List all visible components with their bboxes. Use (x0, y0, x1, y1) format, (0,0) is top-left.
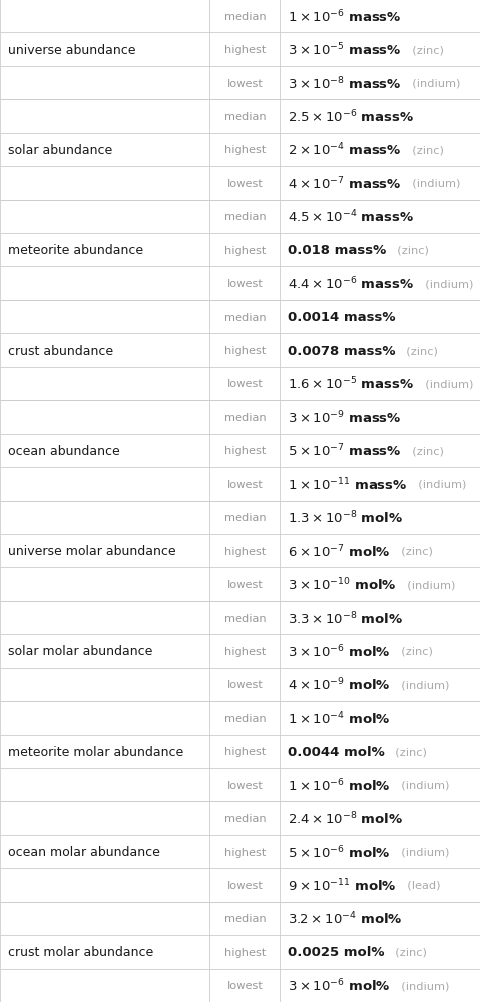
Text: highest: highest (223, 546, 265, 556)
Text: $3.2\times10^{-4}$ mol%: $3.2\times10^{-4}$ mol% (288, 910, 402, 927)
Text: (indium): (indium) (410, 479, 465, 489)
Text: crust abundance: crust abundance (8, 345, 113, 357)
Text: (zinc): (zinc) (389, 245, 428, 256)
Text: (zinc): (zinc) (393, 646, 432, 656)
Text: $9\times10^{-11}$ mol%: $9\times10^{-11}$ mol% (288, 877, 396, 894)
Text: ocean molar abundance: ocean molar abundance (8, 846, 159, 858)
Text: (zinc): (zinc) (404, 446, 443, 456)
Text: lowest: lowest (226, 679, 263, 689)
Text: ocean abundance: ocean abundance (8, 445, 120, 457)
Text: (indium): (indium) (393, 780, 448, 790)
Text: $3\times10^{-9}$ mass%: $3\times10^{-9}$ mass% (288, 409, 401, 426)
Text: $3\times10^{-5}$ mass%: $3\times10^{-5}$ mass% (288, 42, 401, 58)
Text: solar abundance: solar abundance (8, 144, 112, 156)
Text: median: median (223, 914, 265, 924)
Text: meteorite abundance: meteorite abundance (8, 244, 143, 257)
Text: $4\times10^{-9}$ mol%: $4\times10^{-9}$ mol% (288, 676, 390, 693)
Text: $2.4\times10^{-8}$ mol%: $2.4\times10^{-8}$ mol% (288, 810, 403, 827)
Text: (indium): (indium) (404, 78, 459, 88)
Text: $3\times10^{-10}$ mol%: $3\times10^{-10}$ mol% (288, 576, 396, 593)
Text: (indium): (indium) (393, 679, 448, 689)
Text: universe molar abundance: universe molar abundance (8, 545, 175, 557)
Text: 0.0014 mass%: 0.0014 mass% (288, 311, 395, 324)
Text: $4\times10^{-7}$ mass%: $4\times10^{-7}$ mass% (288, 175, 401, 192)
Text: $1.6\times10^{-5}$ mass%: $1.6\times10^{-5}$ mass% (288, 376, 414, 393)
Text: $1\times10^{-6}$ mol%: $1\times10^{-6}$ mol% (288, 777, 390, 794)
Text: highest: highest (223, 947, 265, 957)
Text: (zinc): (zinc) (404, 45, 443, 55)
Text: median: median (223, 112, 265, 122)
Text: $6\times10^{-7}$ mol%: $6\times10^{-7}$ mol% (288, 543, 390, 559)
Text: 0.0078 mass%: 0.0078 mass% (288, 345, 395, 357)
Text: $3\times10^{-8}$ mass%: $3\times10^{-8}$ mass% (288, 75, 401, 92)
Text: 0.0025 mol%: 0.0025 mol% (288, 946, 384, 958)
Text: lowest: lowest (226, 980, 263, 990)
Text: highest: highest (223, 45, 265, 55)
Text: lowest: lowest (226, 579, 263, 589)
Text: $5\times10^{-6}$ mol%: $5\times10^{-6}$ mol% (288, 844, 390, 860)
Text: median: median (223, 212, 265, 222)
Text: median: median (223, 12, 265, 22)
Text: highest: highest (223, 646, 265, 656)
Text: median: median (223, 413, 265, 423)
Text: (indium): (indium) (404, 178, 459, 188)
Text: median: median (223, 513, 265, 523)
Text: (zinc): (zinc) (398, 346, 437, 356)
Text: (indium): (indium) (393, 847, 448, 857)
Text: median: median (223, 613, 265, 623)
Text: lowest: lowest (226, 880, 263, 890)
Text: $1.3\times10^{-8}$ mol%: $1.3\times10^{-8}$ mol% (288, 509, 403, 526)
Text: $3\times10^{-6}$ mol%: $3\times10^{-6}$ mol% (288, 643, 390, 659)
Text: lowest: lowest (226, 780, 263, 790)
Text: median: median (223, 814, 265, 824)
Text: (indium): (indium) (399, 579, 454, 589)
Text: (zinc): (zinc) (393, 546, 432, 556)
Text: (zinc): (zinc) (404, 145, 443, 155)
Text: crust molar abundance: crust molar abundance (8, 946, 153, 958)
Text: median: median (223, 313, 265, 323)
Text: $4.5\times10^{-4}$ mass%: $4.5\times10^{-4}$ mass% (288, 208, 414, 225)
Text: 0.018 mass%: 0.018 mass% (288, 244, 386, 257)
Text: (zinc): (zinc) (387, 947, 426, 957)
Text: lowest: lowest (226, 279, 263, 289)
Text: solar molar abundance: solar molar abundance (8, 645, 152, 657)
Text: $3\times10^{-6}$ mol%: $3\times10^{-6}$ mol% (288, 977, 390, 994)
Text: highest: highest (223, 746, 265, 757)
Text: (lead): (lead) (399, 880, 439, 890)
Text: lowest: lowest (226, 379, 263, 389)
Text: universe abundance: universe abundance (8, 44, 135, 56)
Text: $3.3\times10^{-8}$ mol%: $3.3\times10^{-8}$ mol% (288, 609, 403, 626)
Text: $1\times10^{-6}$ mass%: $1\times10^{-6}$ mass% (288, 8, 401, 25)
Text: lowest: lowest (226, 78, 263, 88)
Text: 0.0044 mol%: 0.0044 mol% (288, 745, 384, 758)
Text: $1\times10^{-4}$ mol%: $1\times10^{-4}$ mol% (288, 709, 390, 726)
Text: (indium): (indium) (393, 980, 448, 990)
Text: highest: highest (223, 145, 265, 155)
Text: highest: highest (223, 847, 265, 857)
Text: $4.4\times10^{-6}$ mass%: $4.4\times10^{-6}$ mass% (288, 276, 414, 293)
Text: (zinc): (zinc) (387, 746, 426, 757)
Text: meteorite molar abundance: meteorite molar abundance (8, 745, 183, 758)
Text: $2.5\times10^{-6}$ mass%: $2.5\times10^{-6}$ mass% (288, 108, 414, 125)
Text: highest: highest (223, 245, 265, 256)
Text: lowest: lowest (226, 479, 263, 489)
Text: $1\times10^{-11}$ mass%: $1\times10^{-11}$ mass% (288, 476, 407, 493)
Text: highest: highest (223, 446, 265, 456)
Text: lowest: lowest (226, 178, 263, 188)
Text: $5\times10^{-7}$ mass%: $5\times10^{-7}$ mass% (288, 443, 401, 459)
Text: median: median (223, 713, 265, 723)
Text: (indium): (indium) (417, 279, 472, 289)
Text: $2\times10^{-4}$ mass%: $2\times10^{-4}$ mass% (288, 142, 401, 158)
Text: highest: highest (223, 346, 265, 356)
Text: (indium): (indium) (417, 379, 472, 389)
